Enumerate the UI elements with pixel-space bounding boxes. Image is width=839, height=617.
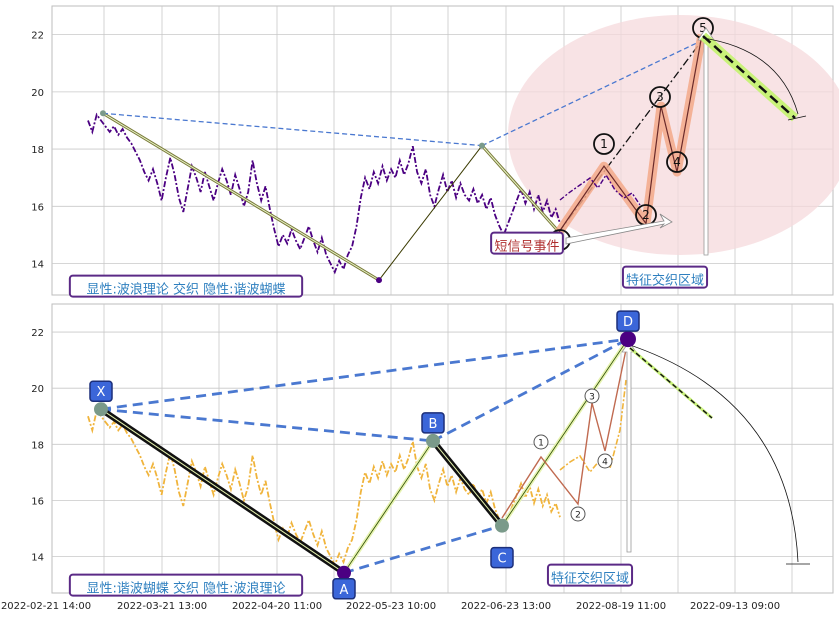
y-tick-label: 14 [31,553,44,564]
pivot-marker [479,142,485,149]
event-label-text-box [490,231,564,255]
wave-label: 4 [602,458,608,468]
harmonic-leg-light-core [343,440,434,574]
point-label-box [616,310,640,332]
point-label-b: B [429,417,438,432]
y-tick-label: 14 [31,260,44,271]
projection-line [629,347,713,419]
y-tick-label: 20 [31,88,44,99]
projection-arc [629,344,799,563]
y-tick-label: 22 [31,328,44,339]
x-tick-label: 2022-08-19 11:00 [576,601,666,612]
y-tick-label: 22 [31,31,44,42]
pivot-marker [376,277,382,284]
bottom-legend-box-text-box [68,573,304,597]
point-label-d: D [623,315,633,330]
point-label-box [421,412,445,434]
point-marker-c [495,518,509,533]
wave-label-circle [649,86,671,108]
feature-region-ellipse [508,15,839,255]
bottom-legend-box-text: 显性:谐波蝴蝶 交织 隐性:波浪理论 [86,581,285,597]
point-label-c: C [497,552,506,567]
top-wave-structure: 1 2 3 4 5 [549,17,807,256]
price-line [87,408,561,568]
wave-label-circle [597,453,613,469]
y-tick-label: 16 [31,202,44,213]
top-region-label-text: 特征交织区域 [626,273,704,289]
wave-line-2 [378,145,483,281]
harmonic-leg-light-core [501,338,629,526]
point-label-box [89,380,113,402]
wave-label: 3 [656,90,664,104]
bottom-region-label-text: 特征交织区域 [551,571,629,587]
harmonic-leg-inner [100,408,345,574]
harmonic-dashed-line [100,407,434,443]
harmonic-dashed-line [100,337,629,411]
x-tick-labels: 2022-02-21 14:00 2022-03-21 13:00 2022-04-… [1,601,780,612]
wave-label-circle [593,133,615,155]
pivot-marker [100,110,106,117]
projection-line [702,35,796,119]
wave-label: 2 [575,511,581,521]
wave-label: 2 [642,208,650,222]
x-tick-label: 2022-06-23 13:00 [461,601,551,612]
wave-line-3-inner [481,145,560,233]
sub-wave-line [501,339,629,519]
point-label-box [490,546,514,569]
wave-label: 5 [699,21,707,35]
y-tick-label: 20 [31,384,44,395]
wave-label: 3 [589,393,595,403]
top-legend-box-text-box [68,274,304,298]
wave-label-circle [533,434,549,450]
point-marker-d [620,331,636,348]
top-y-tick-labels: 14 16 18 20 22 [31,31,44,271]
bottom-region-label-text-box [546,563,634,587]
wave-label: 1 [600,137,608,151]
point-marker-x [94,402,108,417]
projection-arc [702,37,799,115]
bottom-price-series [87,379,627,568]
projection-tick [787,115,807,121]
harmonic-dashed-line [432,337,629,443]
point-label-a: A [340,583,349,598]
point-marker-b [426,433,440,448]
peak-arrow [621,341,637,553]
event-arrow [565,213,673,245]
bottom-chart-panel: 14 16 18 20 22 X A B C D 1 2 3 4 显性:谐波蝴蝶 交织 隐性:波浪理论 特… [31,303,834,600]
wave-label-circle [570,506,586,522]
dashed-connector-1 [102,112,483,147]
top-region-label-text-box [621,265,709,289]
harmonic-points: X A B C D 1 2 3 4 [89,310,640,600]
wave-line [558,34,703,233]
top-chart-panel: 14 16 18 20 22 1 2 3 4 5 显性:波浪理论 交织 隐性:谐波蝴蝶 短信号事件… [31,5,839,298]
point-label-box [332,578,356,600]
event-label-text: 短信号事件 [494,240,559,255]
wave-label: 4 [673,155,681,169]
wave-label: 1 [538,439,544,449]
x-tick-label: 2022-04-20 11:00 [232,601,322,612]
bottom-harmonic-lines [99,337,810,576]
bottom-annotations: 显性:谐波蝴蝶 交织 隐性:波浪理论 特征交织区域 [68,563,634,597]
x-tick-label: 2022-05-23 10:00 [346,601,436,612]
wave-price-segment [559,173,641,206]
y-tick-label: 18 [31,440,44,451]
top-legend-box-text: 显性:波浪理论 交织 隐性:谐波蝴蝶 [86,282,285,298]
wave-label-circle [666,151,688,173]
point-marker-a [337,565,351,580]
point-label-x: X [97,385,106,400]
bottom-y-tick-labels: 14 16 18 20 22 [31,328,44,563]
x-tick-label: 2022-02-21 14:00 [1,601,91,612]
x-tick-label: 2022-03-21 13:00 [117,601,207,612]
y-tick-label: 18 [31,145,44,156]
harmonic-leg-inner [432,440,503,526]
price-line-tail [559,379,627,474]
x-tick-label: 2022-09-13 09:00 [690,601,780,612]
y-tick-label: 16 [31,496,44,507]
wave-label-circle [584,388,600,404]
harmonic-dashed-line [343,524,503,575]
wave-line-1-inner [102,112,380,281]
